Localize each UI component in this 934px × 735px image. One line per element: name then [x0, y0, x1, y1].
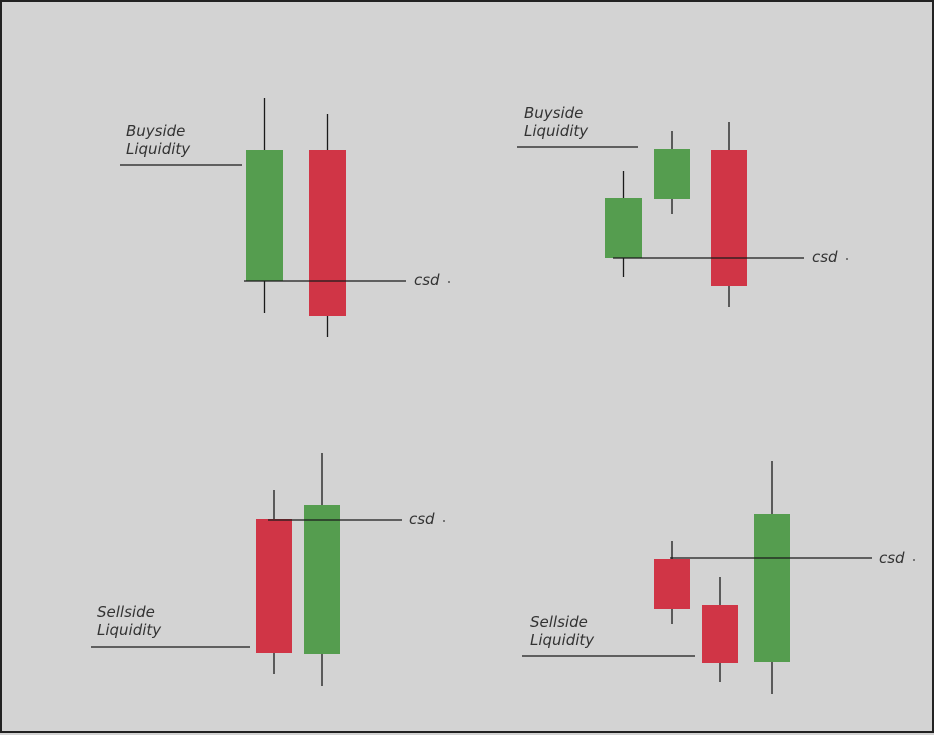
liquidity-label-line: Sellside	[97, 603, 155, 621]
candle-bullish	[654, 131, 690, 214]
panel-top-right: Buyside Liquidity csd	[517, 104, 848, 307]
csd-dot	[448, 281, 450, 283]
candle-body	[605, 198, 642, 258]
csd-dot	[846, 258, 848, 260]
csd-dot	[913, 559, 915, 561]
candle-bullish	[754, 461, 790, 694]
candle-bearish	[256, 490, 292, 674]
candle-body	[309, 150, 346, 316]
liquidity-label: Sellside Liquidity	[530, 613, 595, 649]
csd-label: csd	[414, 271, 440, 289]
liquidity-label-line: Buyside	[126, 122, 185, 140]
candle-bullish	[246, 98, 283, 313]
candle-bearish	[711, 122, 747, 307]
liquidity-label: Buyside Liquidity	[126, 122, 191, 158]
candle-body	[304, 505, 340, 654]
csd-label: csd	[409, 510, 435, 528]
liquidity-label-line: Liquidity	[524, 122, 589, 140]
csd-dot	[443, 520, 445, 522]
liquidity-label: Sellside Liquidity	[97, 603, 162, 639]
candle-body	[654, 149, 690, 199]
candle-body	[246, 150, 283, 281]
panel-bottom-left: Sellside Liquidity csd	[91, 453, 445, 686]
candle-bullish	[605, 171, 642, 277]
liquidity-label-line: Buyside	[524, 104, 583, 122]
liquidity-label: Buyside Liquidity	[524, 104, 589, 140]
candle-bullish	[304, 453, 340, 686]
liquidity-label-line: Liquidity	[126, 140, 191, 158]
candle-body	[702, 605, 738, 663]
panel-bottom-right: Sellside Liquidity csd	[522, 461, 915, 694]
liquidity-label-line: Liquidity	[530, 631, 595, 649]
liquidity-label-line: Liquidity	[97, 621, 162, 639]
panel-top-left: Buyside Liquidity csd	[120, 98, 450, 337]
candle-body	[754, 514, 790, 662]
liquidity-label-line: Sellside	[530, 613, 588, 631]
candle-body	[654, 559, 690, 609]
candle-bearish	[654, 541, 690, 624]
candle-bearish	[702, 577, 738, 682]
csd-label: csd	[879, 549, 905, 567]
csd-label: csd	[812, 248, 838, 266]
candle-bearish	[309, 114, 346, 337]
candle-body	[711, 150, 747, 286]
candle-body	[256, 519, 292, 653]
